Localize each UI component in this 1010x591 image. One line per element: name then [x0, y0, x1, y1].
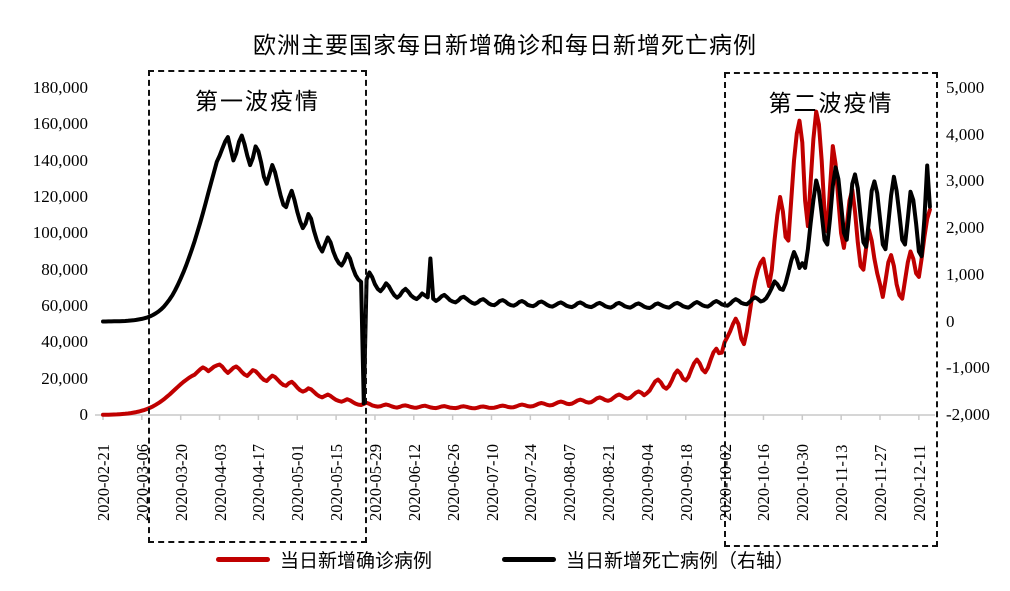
deaths-legend-label: 当日新增死亡病例（右轴） [566, 551, 795, 572]
left-axis-label: 140,000 [32, 150, 88, 170]
legend: 当日新增确诊病例 当日新增死亡病例（右轴） [0, 546, 1010, 573]
left-axis-label: 20,000 [41, 368, 88, 388]
chart-title: 欧洲主要国家每日新增确诊和每日新增死亡病例 [253, 33, 757, 58]
left-axis-label: 0 [79, 405, 89, 424]
right-axis-label: 3,000 [946, 171, 985, 191]
right-axis-label: 0 [946, 311, 955, 331]
right-axis-label: 1,000 [946, 264, 985, 284]
left-axis-label: 100,000 [32, 223, 88, 243]
left-axis-label: 180,000 [32, 78, 88, 97]
left-y-axis: 180,000 160,000 140,000 120,000 100,000 80,00… [8, 0, 88, 430]
left-axis-label: 40,000 [41, 332, 88, 352]
cases-line-swatch [215, 557, 270, 562]
left-axis-label: 120,000 [32, 187, 88, 206]
left-axis-label: 60,000 [41, 296, 88, 315]
deaths-line-swatch [502, 557, 556, 562]
deaths-line [101, 133, 932, 406]
left-axis-label: 160,000 [32, 114, 88, 134]
right-axis-label: 2,000 [946, 218, 985, 238]
right-axis-label: 5,000 [946, 78, 985, 97]
cases-legend-label: 当日新增确诊病例 [279, 551, 432, 572]
right-axis-label: -1,000 [946, 358, 990, 378]
right-axis-label: 4,000 [946, 124, 985, 144]
legend-item-cases: 当日新增确诊病例 [215, 546, 432, 573]
left-axis-label: 80,000 [41, 259, 88, 279]
right-axis-label: -2,000 [946, 405, 990, 424]
cases-line [101, 109, 932, 417]
legend-item-deaths: 当日新增死亡病例（右轴） [502, 546, 794, 573]
right-y-axis: 5,000 4,000 3,000 2,000 1,000 0 -1,000 -2,000 [946, 0, 1008, 430]
